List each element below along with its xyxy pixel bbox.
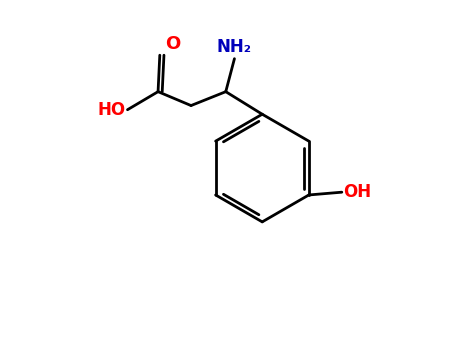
Text: HO: HO (98, 101, 126, 119)
Text: OH: OH (343, 183, 371, 201)
Text: O: O (165, 35, 181, 54)
Text: NH₂: NH₂ (217, 38, 252, 56)
